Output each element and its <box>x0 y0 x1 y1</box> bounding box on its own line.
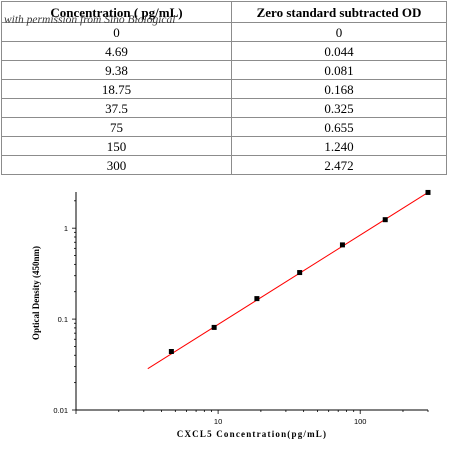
table-row: 37.5 0.325 <box>1 98 447 118</box>
data-point <box>339 242 345 248</box>
data-point <box>382 217 388 223</box>
x-axis-label: CXCL5 Concentration(pg/mL) <box>177 429 327 439</box>
table-row: 150 1.240 <box>1 136 447 156</box>
fit-line <box>147 192 429 370</box>
fit-line-layer <box>147 192 429 370</box>
header-concentration-label: Concentration ( pg/mL) <box>50 4 183 20</box>
x-tick-label: 10 <box>214 417 222 426</box>
chart-axes: 0.01 0.1 1 10 100 <box>53 192 429 426</box>
y-axis-label: Optical Density (450nm) <box>31 246 41 340</box>
cell-concentration: 4.69 <box>1 41 232 61</box>
cell-concentration: 300 <box>1 155 232 175</box>
data-point <box>297 270 303 276</box>
cell-od: 0.168 <box>231 79 447 99</box>
y-tick-label: 1 <box>64 224 68 233</box>
data-point <box>211 324 217 330</box>
data-points-layer <box>168 189 431 355</box>
y-tick-label: 0.01 <box>53 406 68 415</box>
cell-concentration: 9.38 <box>1 60 232 80</box>
data-point <box>254 296 260 302</box>
table-row: 18.75 0.168 <box>1 79 447 99</box>
table-row: 300 2.472 <box>1 155 447 175</box>
data-point <box>425 189 431 195</box>
cell-od: 2.472 <box>231 155 447 175</box>
y-tick-label: 0.1 <box>58 315 68 324</box>
data-point <box>168 349 174 355</box>
x-tick-label: 100 <box>354 417 367 426</box>
header-od: Zero standard subtracted OD <box>231 1 447 23</box>
